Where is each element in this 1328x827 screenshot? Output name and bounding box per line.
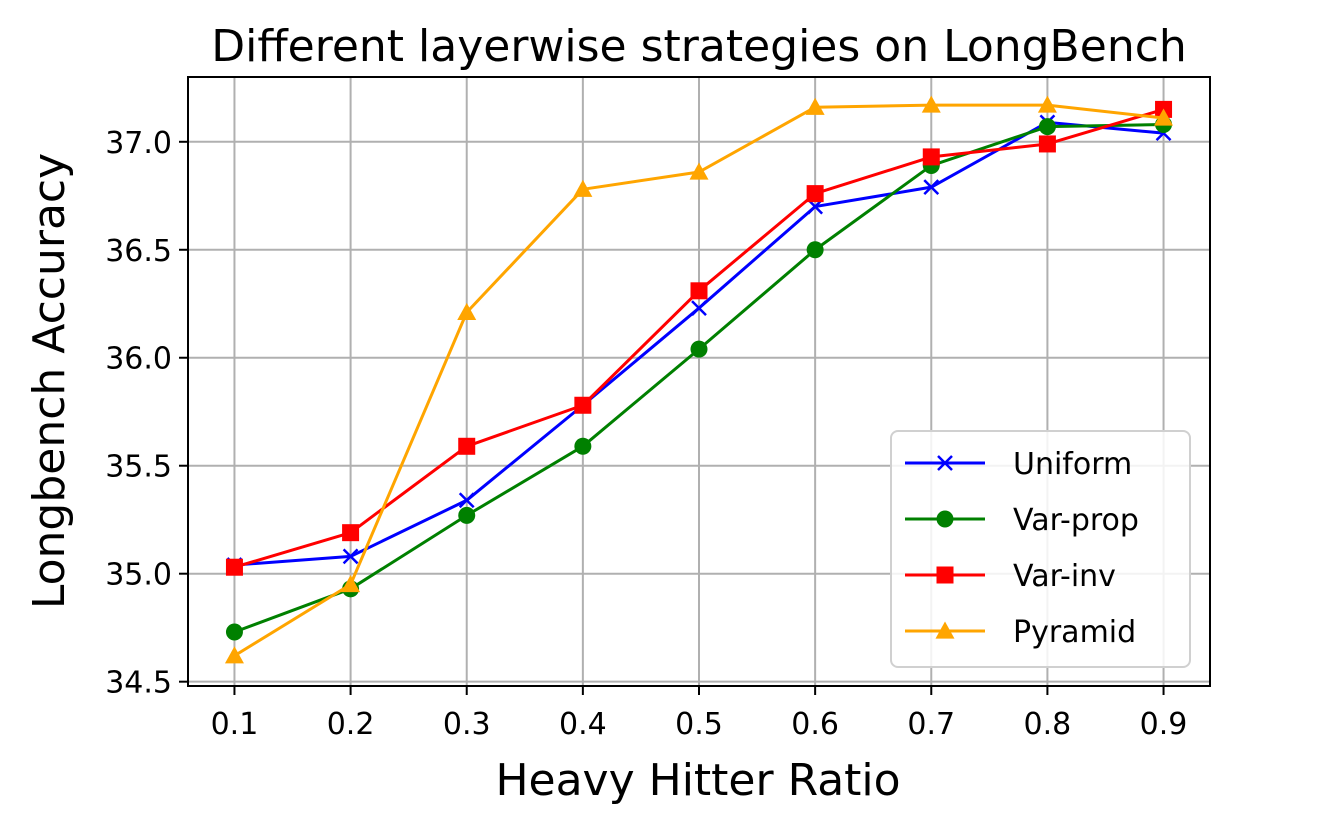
data-point-pyramid (457, 302, 477, 320)
data-point-var-prop (458, 506, 476, 524)
data-point-var-inv (806, 185, 824, 203)
data-point-uniform (342, 548, 359, 565)
y-tick-label: 35.0 (105, 558, 172, 593)
data-point-uniform (458, 492, 475, 509)
data-point-uniform (923, 179, 940, 196)
x-tick-label: 0.3 (443, 707, 491, 742)
legend-marker (937, 455, 953, 471)
x-tick-label: 0.2 (327, 707, 375, 742)
data-point-pyramid (573, 179, 593, 197)
x-tick-label: 0.1 (211, 707, 259, 742)
y-tick-label: 36.5 (105, 234, 172, 269)
data-point-var-prop (690, 340, 708, 358)
x-tick-label: 0.7 (907, 707, 955, 742)
data-point-var-inv (342, 524, 360, 542)
data-point-var-inv (574, 396, 592, 414)
data-point-var-inv (225, 558, 243, 576)
data-point-var-prop (1038, 118, 1056, 136)
x-tick-label: 0.8 (1024, 707, 1072, 742)
legend-box (890, 430, 1191, 668)
data-point-var-inv (1038, 135, 1056, 153)
data-point-pyramid (805, 97, 825, 115)
data-point-var-inv (458, 437, 476, 455)
legend-item-var-inv: Var-inv (905, 559, 1116, 594)
legend-marker (935, 621, 955, 639)
data-point-pyramid (689, 162, 709, 180)
series-layer (224, 95, 1174, 664)
data-point-pyramid (921, 95, 941, 113)
legend-label: Uniform (1013, 447, 1132, 482)
data-point-var-inv (922, 148, 940, 166)
legend-label: Var-prop (1013, 503, 1139, 538)
legend-marker (936, 510, 954, 528)
x-tick-label: 0.5 (675, 707, 723, 742)
series-var-prop (225, 116, 1173, 641)
data-point-var-prop (806, 241, 824, 259)
y-tick-label: 36.0 (105, 342, 172, 377)
legend-label: Var-inv (1013, 559, 1116, 594)
data-point-var-inv (690, 282, 708, 300)
legend-item-var-prop: Var-prop (905, 503, 1139, 538)
data-point-uniform (691, 300, 707, 316)
axis-ticks: 0.1 0.2 0.3 0.4 0.5 0.6 0.7 0.8 0.9 34.5 35.0 35.5 3… (105, 126, 1187, 742)
data-point-pyramid (1154, 108, 1174, 126)
legend-marker (936, 566, 954, 584)
chart-title: Different layerwise strategies on LongBe… (211, 21, 1187, 72)
legend-item-uniform: Uniform (905, 447, 1132, 482)
y-tick-label: 35.5 (105, 450, 172, 485)
data-point-pyramid (224, 646, 244, 664)
legend: Uniform Var-prop Var-inv Pyramid (890, 430, 1191, 668)
x-tick-label: 0.4 (559, 707, 607, 742)
x-tick-label: 0.9 (1140, 707, 1188, 742)
data-point-var-prop (225, 623, 243, 641)
grid (188, 77, 1210, 686)
legend-item-pyramid: Pyramid (905, 615, 1136, 650)
data-point-var-prop (574, 437, 592, 455)
x-axis-label: Heavy Hitter Ratio (495, 755, 900, 806)
y-tick-label: 37.0 (105, 126, 172, 161)
y-tick-label: 34.5 (105, 666, 172, 701)
legend-label: Pyramid (1013, 615, 1136, 650)
series-var-inv (225, 100, 1173, 576)
data-point-pyramid (341, 575, 361, 593)
x-tick-label: 0.6 (791, 707, 839, 742)
data-point-pyramid (1037, 95, 1057, 113)
series-pyramid (224, 95, 1174, 664)
y-axis-label: Longbench Accuracy (24, 153, 75, 609)
